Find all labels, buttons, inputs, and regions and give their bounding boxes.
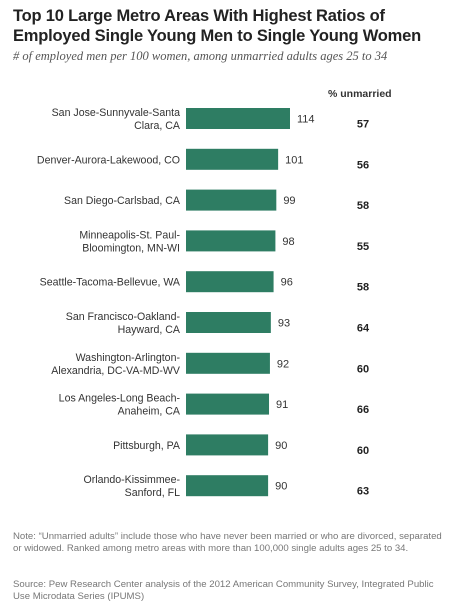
value-label-7: 92: [277, 358, 289, 370]
pct-unmarried-label-7: 60: [357, 363, 369, 375]
bar-4: [186, 230, 276, 252]
value-label-10: 90: [275, 481, 287, 493]
category-label-6-line-2: Hayward, CA: [118, 324, 181, 336]
value-label-2: 101: [285, 154, 303, 166]
value-label-4: 98: [282, 236, 294, 248]
pct-unmarried-label-6: 64: [357, 323, 370, 335]
pct-unmarried-label-4: 55: [357, 241, 369, 253]
category-label-5-line-1: Seattle-Tacoma-Bellevue, WA: [40, 277, 181, 289]
chart-subtitle: # of employed men per 100 women, among u…: [13, 49, 388, 63]
pct-unmarried-label-3: 58: [357, 200, 369, 212]
category-label-10-line-1: Orlando-Kissimmee-: [83, 474, 180, 486]
bar-6: [186, 312, 271, 333]
bar-5: [186, 271, 274, 293]
value-label-5: 96: [281, 277, 293, 289]
category-label-1-line-2: Clara, CA: [134, 120, 181, 132]
category-label-1-line-1: San Jose-Sunnyvale-Santa: [52, 107, 180, 119]
value-label-8: 91: [276, 399, 288, 411]
value-label-9: 90: [275, 440, 287, 452]
pct-unmarried-label-10: 63: [357, 486, 369, 498]
bar-9: [186, 434, 269, 456]
category-label-3-line-1: San Diego-Carlsbad, CA: [64, 195, 181, 207]
pct-unmarried-label-2: 56: [357, 159, 369, 171]
chart-title-line-2: Employed Single Young Men to Single Youn…: [13, 27, 422, 45]
bar-2: [186, 148, 279, 170]
category-label-8-line-1: Los Angeles-Long Beach-: [59, 393, 181, 405]
bar-7: [186, 352, 270, 374]
category-label-4-line-1: Minneapolis-St. Paul-: [79, 229, 180, 241]
chart-source: Source: Pew Research Center analysis of …: [13, 579, 434, 602]
category-label-2-line-1: Denver-Aurora-Lakewood, CO: [37, 154, 180, 166]
category-label-4-line-2: Bloomington, MN-WI: [82, 242, 180, 254]
category-label-8-line-2: Anaheim, CA: [118, 406, 181, 418]
pct-unmarried-label-1: 57: [357, 119, 369, 131]
chart-title: Top 10 Large Metro Areas With Highest Ra…: [13, 6, 443, 46]
pct-unmarried-label-9: 60: [357, 445, 369, 457]
value-label-3: 99: [283, 195, 295, 207]
value-label-6: 93: [278, 318, 290, 330]
chart-note: Note: “Unmarried adults” include those w…: [13, 531, 442, 554]
category-label-10-line-2: Sanford, FL: [125, 487, 180, 499]
category-label-7-line-1: Washington-Arlington-: [76, 352, 181, 364]
category-label-6-line-1: San Francisco-Oakland-: [66, 311, 181, 323]
value-label-1: 114: [297, 114, 315, 126]
category-label-9-line-1: Pittsburgh, PA: [113, 440, 181, 452]
bar-3: [186, 189, 277, 211]
category-label-7-line-2: Alexandria, DC-VA-MD-WV: [51, 365, 181, 377]
bar-10: [186, 475, 269, 497]
pct-unmarried-label-5: 58: [357, 282, 369, 294]
chart-title-line-1: Top 10 Large Metro Areas With Highest Ra…: [13, 7, 385, 25]
column-header-unmarried: % unmarried: [328, 88, 392, 100]
bar-1: [186, 108, 290, 129]
bar-8: [186, 393, 270, 415]
pct-unmarried-label-8: 66: [357, 404, 369, 416]
